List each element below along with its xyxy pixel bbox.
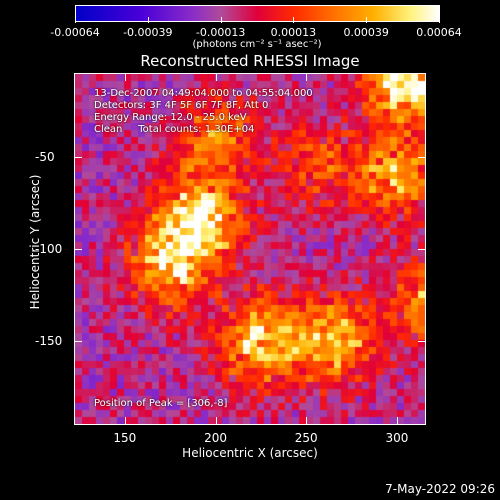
colorbar-tick: [147, 17, 149, 23]
heatmap-image: [75, 74, 425, 424]
colorbar: [75, 5, 440, 22]
colorbar-tick: [75, 17, 76, 23]
y-tick: [74, 340, 82, 342]
colorbar-tick-label: -0.00039: [123, 26, 173, 39]
plot-title: Reconstructed RHESSI Image: [140, 52, 360, 70]
colorbar-tick-label: -0.00064: [50, 26, 100, 39]
y-tick: [418, 249, 426, 250]
colorbar-tick-label: 0.00039: [343, 26, 389, 39]
colorbar-tick-label: 0.00013: [270, 26, 317, 39]
algorithm-counts-annotation: Clean Total counts: 1.30E+04: [94, 124, 255, 135]
y-tick-label: -100: [35, 242, 63, 256]
x-tick: [215, 73, 217, 81]
y-tick: [418, 340, 426, 342]
colorbar-gradient: [75, 5, 440, 22]
x-tick: [396, 73, 398, 81]
plot-area: 13-Dec-2007 04:49:04.000 to 04:55:04.000…: [74, 73, 426, 425]
x-tick-label: 300: [385, 431, 409, 445]
y-tick: [418, 157, 426, 159]
x-tick-label: 250: [294, 431, 318, 445]
x-tick: [306, 417, 308, 425]
colorbar-tick: [220, 17, 222, 23]
colorbar-tick: [439, 17, 440, 23]
time-range-annotation: 13-Dec-2007 04:49:04.000 to 04:55:04.000: [94, 88, 313, 99]
y-tick: [74, 157, 82, 159]
x-tick: [124, 417, 126, 425]
x-tick-label: 200: [204, 431, 227, 445]
y-tick-label: -150: [35, 333, 63, 348]
x-axis-label: Heliocentric X (arcsec): [182, 446, 318, 460]
colorbar-units: (photons cm⁻² s⁻¹ asec⁻²): [192, 39, 322, 50]
colorbar-tick: [366, 17, 368, 23]
x-tick: [215, 417, 217, 425]
peak-position-annotation: Position of Peak = [306,-8]: [94, 398, 228, 409]
x-tick-label: 150: [113, 431, 137, 445]
y-axis-label: Heliocentric Y (arcsec): [28, 174, 42, 310]
colorbar-tick-label: 0.00064: [416, 26, 462, 39]
energy-range-annotation: Energy Range: 12.0 - 25.0 keV: [94, 112, 247, 123]
x-tick: [124, 73, 126, 81]
detectors-annotation: Detectors: 3F 4F 5F 6F 7F 8F, Att 0: [94, 100, 269, 111]
footer-date: 7-May-2022 09:26: [385, 482, 495, 496]
colorbar-tick: [293, 17, 295, 23]
colorbar-tick-label: -0.00013: [195, 26, 246, 39]
y-tick-label: -50: [35, 150, 55, 165]
x-tick: [396, 417, 398, 425]
y-tick: [74, 249, 82, 250]
x-tick: [306, 73, 308, 81]
